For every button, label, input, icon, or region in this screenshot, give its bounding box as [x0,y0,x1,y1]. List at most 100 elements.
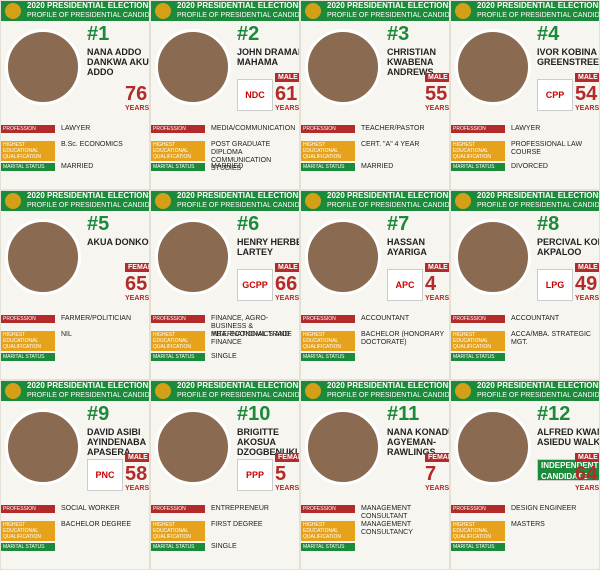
education-label: HIGHEST EDUCATIONAL QUALIFICATION [451,141,505,161]
education-value: MASTERS [511,521,545,528]
education-value: FIRST DEGREE [211,521,263,528]
coat-of-arms [455,383,471,399]
age: 65 [125,273,148,295]
ballot-number: #11 [387,403,420,425]
header-title: 2020 PRESIDENTIAL ELECTIONS [477,1,599,10]
education-value: MBA. ECONOMICS AND FINANCE [211,331,290,346]
coat-of-arms [305,3,321,19]
marital-value: MARRIED [61,163,94,170]
education-label: HIGHEST EDUCATIONAL QUALIFICATION [151,331,205,351]
education-label: HIGHEST EDUCATIONAL QUALIFICATION [1,521,55,541]
card-header: 2020 PRESIDENTIAL ELECTIONS PROFILE OF PR… [301,1,449,21]
education-value: POST GRADUATE DIPLOMA COMMUNICATION STUD… [211,141,272,172]
marital-label: MARITAL STATUS [1,353,55,361]
candidate-card: 2020 PRESIDENTIAL ELECTIONS PROFILE OF PR… [0,190,150,380]
candidate-photo [5,409,81,485]
marital-value: SINGLE [211,543,237,550]
header-title: 2020 PRESIDENTIAL ELECTIONS [477,191,599,200]
header-title: 2020 PRESIDENTIAL ELECTIONS [327,1,449,10]
candidate-card: 2020 PRESIDENTIAL ELECTIONS PROFILE OF PR… [0,0,150,190]
header-subtitle: PROFILE OF PRESIDENTIAL CANDIDATES [177,202,299,209]
profession-value: TEACHER/PASTOR [361,125,425,132]
education-label: HIGHEST EDUCATIONAL QUALIFICATION [1,331,55,351]
candidate-name: DAVID ASIBI AYINDENABA APASERA [87,427,146,457]
header-title: 2020 PRESIDENTIAL ELECTIONS [27,191,149,200]
ballot-number: #6 [237,213,260,235]
candidate-photo [5,219,81,295]
header-subtitle: PROFILE OF PRESIDENTIAL CANDIDATES [327,12,449,19]
education-label: HIGHEST EDUCATIONAL QUALIFICATION [151,521,205,541]
party-logo: GCPP [237,269,273,301]
age: 4 [425,273,437,295]
candidate-name: NANA ADDO DANKWA AKUFO-ADDO [87,47,149,77]
gender: FEMALE [275,453,299,462]
profession-value: LAWYER [511,125,541,132]
profession-label: PROFESSION [451,505,505,513]
header-title: 2020 PRESIDENTIAL ELECTIONS [27,1,149,10]
age: 66 [275,273,298,295]
age: 64 [575,463,598,485]
candidate-name: IVOR KOBINA GREENSTREET [537,47,600,67]
header-title: 2020 PRESIDENTIAL ELECTIONS [477,381,599,390]
ballot-number: #2 [237,23,260,45]
ballot-number: #7 [387,213,410,235]
ballot-number: #9 [87,403,110,425]
candidate-photo [455,29,531,105]
card-header: 2020 PRESIDENTIAL ELECTIONS PROFILE OF PR… [451,1,599,21]
card-header: 2020 PRESIDENTIAL ELECTIONS PROFILE OF PR… [151,191,299,211]
marital-value: DIVORCED [511,163,548,170]
years-label: YEARS [275,105,300,112]
card-header: 2020 PRESIDENTIAL ELECTIONS PROFILE OF PR… [1,191,149,211]
ballot-number: #12 [537,403,571,425]
education-value: BACHELOR DEGREE [61,521,132,528]
education-value: ACCA/MBA. STRATEGIC MGT. [511,331,591,346]
profession-label: PROFESSION [1,505,55,513]
years-label: YEARS [275,295,300,302]
education-value: MANAGEMENT CONSULTANCY [361,521,413,536]
ballot-number: #10 [237,403,271,425]
header-title: 2020 PRESIDENTIAL ELECTIONS [177,191,299,200]
coat-of-arms [155,383,171,399]
profession-label: PROFESSION [1,315,55,323]
age: 58 [125,463,148,485]
candidate-name: CHRISTIAN KWABENA ANDREWS [387,47,436,77]
coat-of-arms [5,383,21,399]
candidate-name: ALFRED KWAME ASIEDU WALKER [537,427,600,447]
candidate-photo [305,409,381,485]
education-value: CERT. "A" 4 YEAR [361,141,420,148]
candidate-card: 2020 PRESIDENTIAL ELECTIONS PROFILE OF PR… [150,380,300,570]
header-subtitle: PROFILE OF PRESIDENTIAL CANDIDATES [27,202,149,209]
card-header: 2020 PRESIDENTIAL ELECTIONS PROFILE OF PR… [1,1,149,21]
card-header: 2020 PRESIDENTIAL ELECTIONS PROFILE OF PR… [301,381,449,401]
profession-label: PROFESSION [301,125,355,133]
marital-label: MARITAL STATUS [451,543,505,551]
years-label: YEARS [125,105,150,112]
profession-label: PROFESSION [1,125,55,133]
age: 76 [125,83,148,105]
candidate-name: BRIGITTE AKOSUA DZOGBENUKU [237,427,300,457]
profession-label: PROFESSION [151,315,205,323]
header-subtitle: PROFILE OF PRESIDENTIAL CANDIDATES [477,202,599,209]
gender: FEMALE [125,263,149,272]
header-subtitle: PROFILE OF PRESIDENTIAL CANDIDATES [27,12,149,19]
candidate-photo [305,29,381,105]
candidate-card: 2020 PRESIDENTIAL ELECTIONS PROFILE OF PR… [300,190,450,380]
age: 61 [275,83,298,105]
marital-label: MARITAL STATUS [151,353,205,361]
gender: MALE [575,453,599,462]
profession-value: FARMER/POLITICIAN [61,315,132,322]
profession-value: ACCOUNTANT [361,315,410,322]
marital-label: MARITAL STATUS [301,353,355,361]
marital-value: MARRIED [211,163,244,170]
profession-value: MANAGEMENT CONSULTANT [361,505,412,520]
marital-value: MARRIED [361,163,394,170]
education-label: HIGHEST EDUCATIONAL QUALIFICATION [301,141,355,161]
party-logo: INDEPENDENT CANDIDATE [537,459,599,481]
years-label: YEARS [425,485,450,492]
profession-label: PROFESSION [451,315,505,323]
coat-of-arms [5,3,21,19]
candidate-card: 2020 PRESIDENTIAL ELECTIONS PROFILE OF PR… [0,380,150,570]
years-label: YEARS [125,295,150,302]
marital-label: MARITAL STATUS [301,163,355,171]
